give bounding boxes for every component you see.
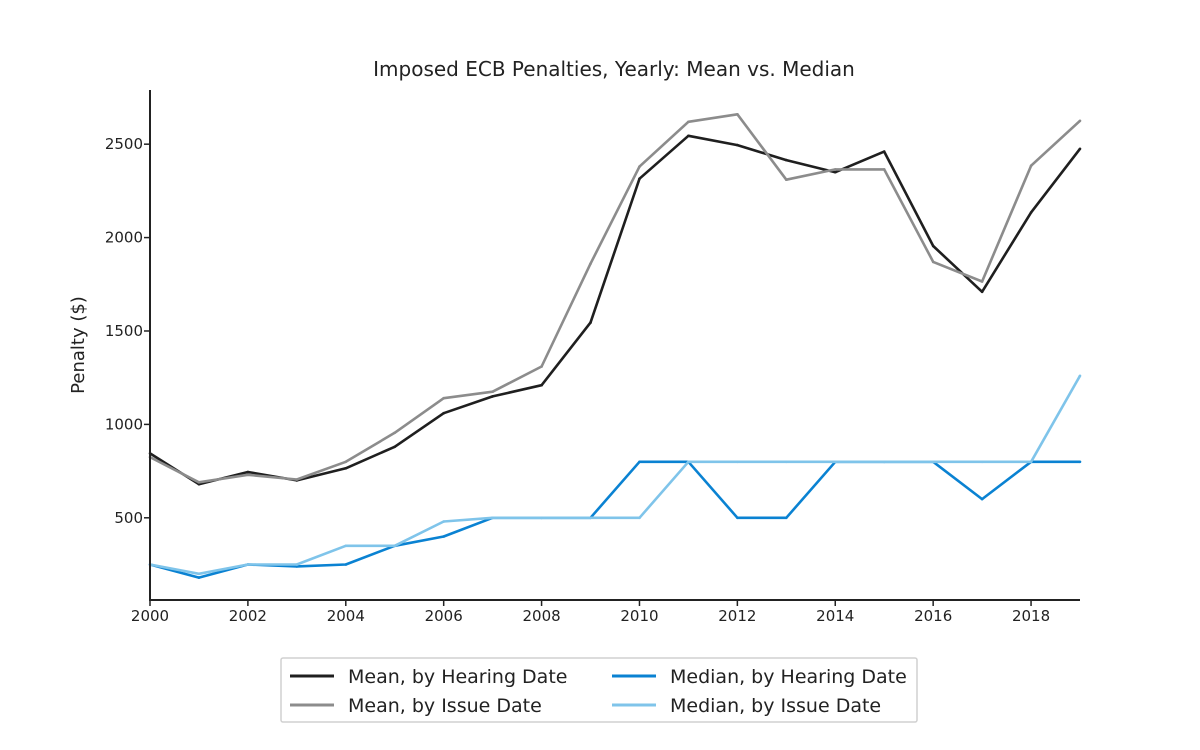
- y-tick-label-2000: 2000: [105, 229, 143, 247]
- x-tick-label-2018: 2018: [1012, 607, 1050, 625]
- x-tick-label-2010: 2010: [620, 607, 658, 625]
- data-point-median-by-hearing-date-2006: [442, 535, 446, 538]
- series-line-median-by-issue-date: [149, 375, 1082, 576]
- data-point-median-by-hearing-date-2013: [785, 516, 788, 520]
- data-point-mean-by-hearing-date-2009: [589, 321, 592, 324]
- data-point-mean-by-hearing-date-2005: [393, 445, 397, 449]
- data-point-median-by-hearing-date-2001: [197, 576, 201, 579]
- x-ticks: 2000 2002 2004 2006 2008 2010 2012 2014 2016 2018: [131, 600, 1050, 625]
- legend-frame: [280, 657, 918, 723]
- plot-area: [148, 113, 1082, 579]
- x-tick-label-2014: 2014: [816, 607, 854, 625]
- legend: Mean, by Hearing Date Mean, by Issue Dat…: [280, 657, 918, 723]
- data-point-mean-by-issue-date-2002: [246, 473, 250, 477]
- data-point-mean-by-issue-date-2012: [736, 113, 739, 116]
- data-point-mean-by-issue-date-2015: [882, 168, 886, 171]
- data-point-mean-by-issue-date-2007: [491, 390, 494, 394]
- data-point-median-by-issue-date-2005: [393, 544, 397, 548]
- data-point-median-by-issue-date-2015: [882, 460, 886, 464]
- data-point-mean-by-hearing-date-2016: [931, 244, 935, 248]
- data-point-mean-by-hearing-date-2018: [1029, 211, 1033, 214]
- data-point-mean-by-hearing-date-2015: [882, 150, 886, 153]
- x-tick-label-2004: 2004: [327, 607, 365, 625]
- data-point-mean-by-issue-date-2005: [393, 431, 397, 435]
- data-point-median-by-issue-date-2012: [736, 460, 739, 464]
- data-point-median-by-issue-date-2002: [246, 563, 250, 566]
- data-point-median-by-issue-date-2011: [687, 460, 690, 464]
- data-point-mean-by-hearing-date-2019: [1078, 147, 1082, 151]
- data-point-mean-by-issue-date-2006: [442, 396, 446, 400]
- data-point-median-by-issue-date-2017: [980, 460, 984, 464]
- data-point-mean-by-issue-date-2009: [589, 262, 592, 266]
- legend-label-median-hearing: Median, by Hearing Date: [670, 666, 907, 688]
- data-point-mean-by-hearing-date-2010: [638, 177, 641, 180]
- data-point-median-by-issue-date-2016: [931, 460, 935, 464]
- series-line-mean-by-hearing-date: [149, 134, 1082, 486]
- data-point-mean-by-hearing-date-2013: [785, 158, 788, 162]
- y-tick-label-2500: 2500: [105, 135, 143, 153]
- data-point-mean-by-issue-date-2001: [197, 481, 201, 484]
- data-point-median-by-issue-date-2013: [785, 460, 788, 464]
- x-tick-label-2008: 2008: [522, 607, 560, 625]
- x-tick-label-2006: 2006: [425, 607, 463, 625]
- data-point-median-by-issue-date-2018: [1029, 460, 1033, 464]
- legend-label-mean-hearing: Mean, by Hearing Date: [348, 666, 567, 688]
- legend-label-median-issue: Median, by Issue Date: [670, 695, 881, 717]
- data-point-mean-by-hearing-date-2014: [834, 170, 837, 174]
- data-point-median-by-hearing-date-2019: [1078, 460, 1082, 464]
- data-point-mean-by-hearing-date-2008: [540, 383, 543, 387]
- data-point-median-by-issue-date-2001: [197, 572, 201, 576]
- data-point-median-by-issue-date-2006: [442, 520, 446, 523]
- data-point-mean-by-issue-date-2018: [1029, 164, 1033, 167]
- data-point-median-by-issue-date-2004: [344, 544, 348, 548]
- data-point-mean-by-issue-date-2017: [980, 280, 984, 283]
- x-tick-label-2016: 2016: [914, 607, 952, 625]
- data-point-median-by-issue-date-2014: [834, 460, 837, 464]
- y-ticks: 500 1000 1500 2000 2500: [105, 135, 150, 527]
- data-point-mean-by-hearing-date-2017: [980, 290, 984, 294]
- y-tick-label-1000: 1000: [105, 415, 143, 433]
- data-point-mean-by-issue-date-2013: [785, 178, 788, 181]
- data-point-median-by-issue-date-2008: [540, 516, 543, 520]
- y-axis-title: Penalty ($): [68, 296, 89, 394]
- data-point-mean-by-issue-date-2019: [1078, 119, 1082, 123]
- data-point-mean-by-issue-date-2004: [344, 460, 348, 464]
- x-tick-label-2002: 2002: [229, 607, 267, 625]
- data-point-median-by-hearing-date-2017: [980, 497, 984, 501]
- data-point-mean-by-hearing-date-2006: [442, 411, 446, 415]
- data-point-mean-by-issue-date-2011: [687, 120, 690, 124]
- data-point-median-by-hearing-date-2012: [736, 516, 739, 520]
- data-point-mean-by-issue-date-2014: [834, 168, 837, 171]
- x-tick-label-2012: 2012: [718, 607, 756, 625]
- x-tick-label-2000: 2000: [131, 607, 169, 625]
- legend-label-mean-issue: Mean, by Issue Date: [348, 695, 542, 717]
- data-point-mean-by-issue-date-2003: [295, 478, 299, 481]
- data-point-mean-by-hearing-date-2011: [687, 134, 690, 138]
- y-tick-label-1500: 1500: [105, 322, 143, 340]
- data-point-median-by-issue-date-2009: [589, 516, 592, 520]
- data-point-mean-by-issue-date-2016: [931, 260, 935, 264]
- data-point-mean-by-issue-date-2008: [540, 365, 543, 368]
- y-tick-label-500: 500: [114, 509, 143, 527]
- series-line-mean-by-issue-date: [149, 113, 1081, 484]
- data-point-mean-by-hearing-date-2012: [736, 143, 739, 147]
- data-point-median-by-issue-date-2019: [1078, 374, 1082, 378]
- data-point-median-by-hearing-date-2004: [344, 563, 348, 566]
- data-point-median-by-issue-date-2007: [491, 516, 494, 520]
- data-point-median-by-hearing-date-2010: [638, 460, 641, 464]
- data-point-mean-by-hearing-date-2001: [197, 482, 201, 486]
- chart-title: Imposed ECB Penalties, Yearly: Mean vs. …: [373, 57, 855, 81]
- data-point-mean-by-hearing-date-2002: [246, 470, 250, 474]
- data-point-mean-by-hearing-date-2004: [344, 467, 348, 470]
- data-point-median-by-issue-date-2003: [295, 563, 299, 566]
- data-point-mean-by-hearing-date-2007: [491, 395, 494, 398]
- data-point-mean-by-issue-date-2010: [638, 165, 641, 168]
- data-point-median-by-issue-date-2010: [638, 516, 641, 520]
